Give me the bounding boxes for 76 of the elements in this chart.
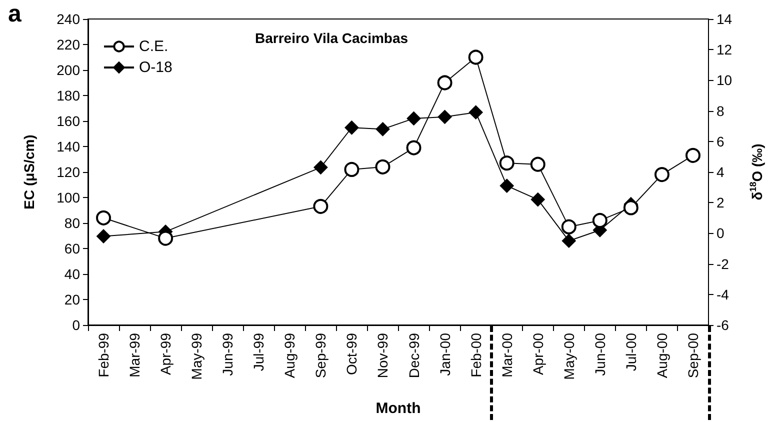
y-tick-label: 40 bbox=[64, 266, 80, 282]
x-tick-label: Jul-99 bbox=[250, 332, 267, 372]
x-tick-label: Apr-99 bbox=[158, 332, 174, 376]
legend-label: O-18 bbox=[139, 59, 172, 76]
y-tick-label: 0 bbox=[72, 317, 80, 333]
point bbox=[437, 75, 452, 90]
point bbox=[623, 200, 638, 216]
point bbox=[468, 105, 483, 120]
y-tick-label: 200 bbox=[56, 62, 80, 78]
y-tick-label: 140 bbox=[56, 138, 80, 154]
y-tick-label: 20 bbox=[64, 292, 80, 308]
x-tick-label: Nov-99 bbox=[374, 332, 391, 378]
x-tick-label: Jun-00 bbox=[592, 332, 608, 376]
point bbox=[314, 160, 328, 174]
point bbox=[344, 162, 360, 177]
y2-tick-label: 14 bbox=[716, 11, 732, 27]
x-tick-label: Mar-00 bbox=[498, 332, 515, 378]
text: a bbox=[8, 0, 22, 28]
point bbox=[375, 159, 390, 174]
y-tick-label: 120 bbox=[56, 164, 80, 180]
y-tick-label: 240 bbox=[56, 11, 80, 27]
x-tick-label: Dec-99 bbox=[406, 332, 422, 378]
x-tick-label: Sep-00 bbox=[684, 332, 701, 378]
x-tick-label: Feb-00 bbox=[468, 332, 484, 378]
y2-tick-label: 10 bbox=[716, 72, 732, 88]
point bbox=[686, 148, 700, 163]
point bbox=[313, 198, 328, 214]
point bbox=[654, 167, 670, 182]
y2-axis-title: δ18O (‰) bbox=[748, 144, 765, 200]
x-tick-label: Feb-99 bbox=[96, 332, 112, 378]
y2-tick-label: -4 bbox=[716, 286, 730, 302]
point bbox=[376, 122, 390, 136]
x-tick-label: Jul-00 bbox=[622, 332, 639, 372]
y-tick-label: 160 bbox=[56, 113, 80, 129]
x-tick-label: Jan-00 bbox=[436, 332, 453, 376]
y2-tick-label: -6 bbox=[716, 317, 730, 333]
x-tick-label: Oct-99 bbox=[344, 332, 360, 376]
y-axis-title: EC (μS/cm) bbox=[21, 134, 37, 210]
y2-tick-label: 12 bbox=[716, 42, 732, 58]
point bbox=[499, 156, 514, 171]
point bbox=[438, 110, 452, 124]
y-tick-label: 60 bbox=[64, 240, 80, 256]
x-tick-label: May-00 bbox=[560, 332, 577, 380]
y2-tick-label: 8 bbox=[716, 102, 724, 119]
point bbox=[561, 219, 576, 234]
point bbox=[530, 192, 545, 207]
y-tick-label: 100 bbox=[56, 190, 80, 206]
x-tick-label: Aug-00 bbox=[654, 332, 670, 378]
y2-tick-label: 2 bbox=[716, 194, 724, 211]
point bbox=[530, 156, 546, 172]
y-tick-label: 80 bbox=[64, 215, 80, 231]
point bbox=[500, 178, 514, 193]
point bbox=[468, 50, 484, 65]
x-tick-label: Aug-99 bbox=[282, 332, 298, 378]
y2-tick-label: 6 bbox=[716, 133, 724, 150]
x-tick-label: Apr-00 bbox=[530, 332, 546, 376]
legend-label: C.E. bbox=[139, 38, 168, 55]
point bbox=[592, 212, 608, 228]
point bbox=[96, 229, 111, 244]
y2-tick-label: -2 bbox=[716, 256, 730, 272]
y2-tick-label: 4 bbox=[716, 164, 724, 180]
x-tick-label: Mar-99 bbox=[126, 332, 143, 378]
x-tick-label: May-99 bbox=[188, 332, 205, 380]
x-tick-label: Jun-99 bbox=[220, 332, 236, 376]
x-tick-label: Sep-99 bbox=[312, 332, 329, 378]
point bbox=[406, 111, 421, 126]
point bbox=[158, 230, 174, 246]
text: Barreiro Vila Cacimbas bbox=[255, 30, 408, 46]
y2-tick-label: 0 bbox=[716, 225, 724, 242]
x-axis-title: Month bbox=[376, 400, 421, 417]
point bbox=[562, 234, 576, 248]
point bbox=[96, 210, 112, 226]
y-tick-label: 220 bbox=[56, 36, 80, 52]
y-tick-label: 180 bbox=[56, 88, 80, 104]
point bbox=[344, 120, 359, 135]
point bbox=[406, 140, 422, 156]
